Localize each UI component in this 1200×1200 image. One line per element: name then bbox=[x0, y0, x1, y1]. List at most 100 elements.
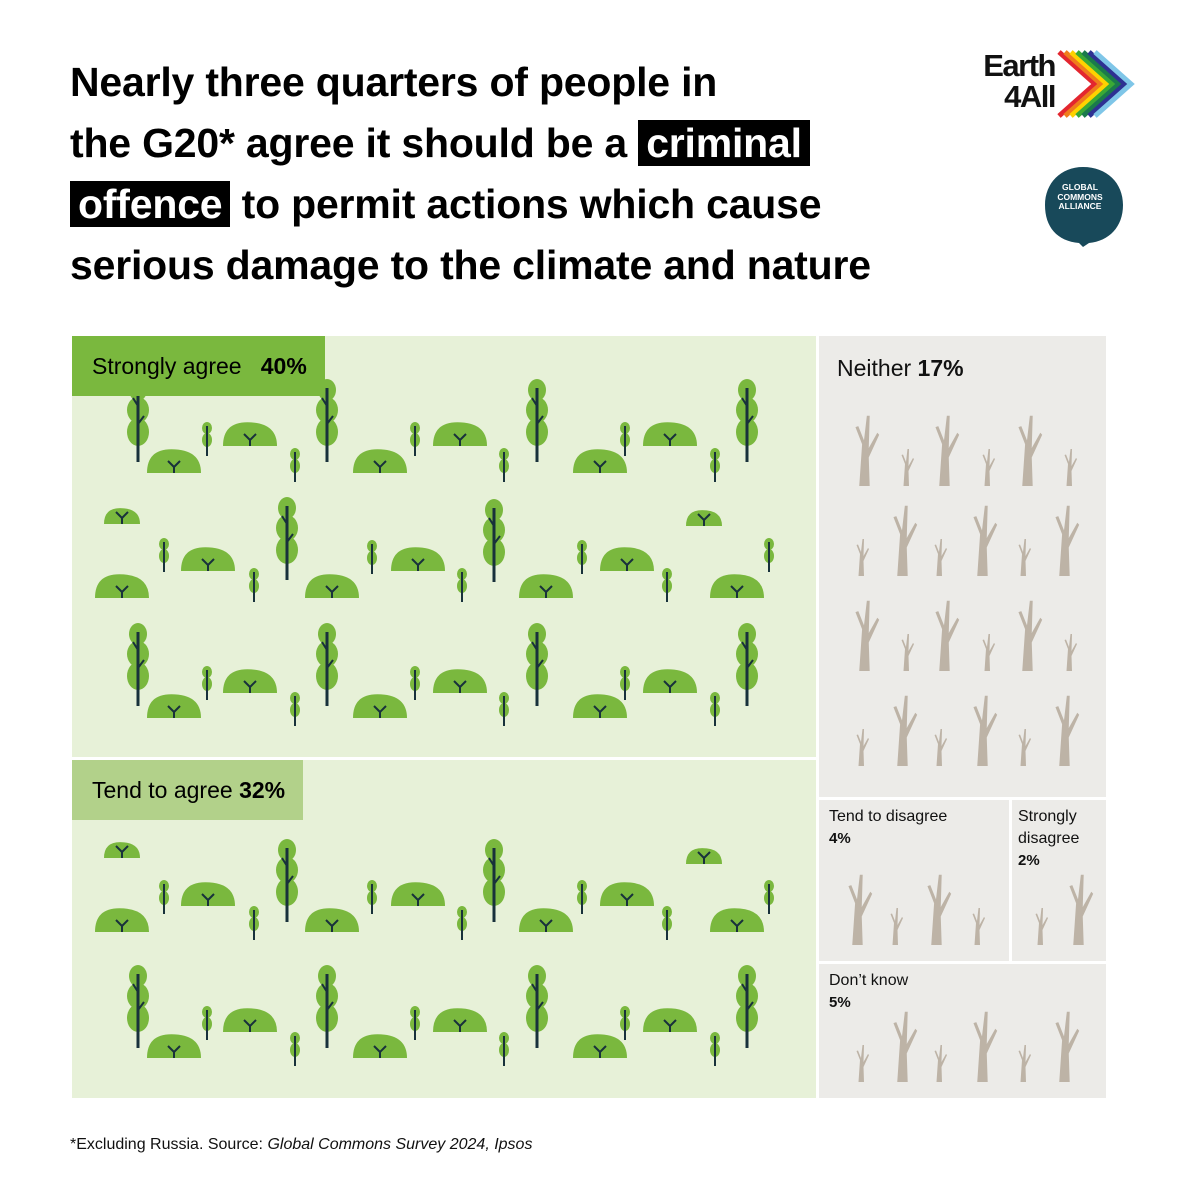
global-commons-alliance-logo: GLOBAL COMMONS ALLIANCE bbox=[1043, 165, 1125, 247]
sapling-mark bbox=[367, 880, 377, 914]
sapling-mark bbox=[202, 1006, 212, 1040]
bush-mark bbox=[573, 449, 627, 473]
sapling-mark bbox=[159, 538, 169, 572]
label-pct: 4% bbox=[829, 830, 851, 847]
dead-tree-mark bbox=[893, 695, 918, 766]
dead-tree-mark bbox=[927, 874, 952, 945]
bush-mark bbox=[305, 908, 359, 932]
bush-mark bbox=[519, 574, 573, 598]
label-name: Neither bbox=[837, 355, 912, 381]
dead-tree-mark bbox=[1018, 415, 1043, 486]
bush-mark bbox=[104, 842, 140, 858]
sapling-mark bbox=[290, 692, 300, 726]
arrow-stripe bbox=[1069, 50, 1111, 118]
footnote: *Excluding Russia. Source: Global Common… bbox=[70, 1136, 532, 1154]
bush-mark bbox=[223, 422, 277, 446]
bush-mark bbox=[223, 1008, 277, 1032]
bush-mark bbox=[710, 574, 764, 598]
label-strongly-agree: Strongly agree 40% bbox=[72, 336, 325, 396]
label-pct: 5% bbox=[829, 994, 851, 1011]
dead-tree-mark bbox=[1018, 539, 1031, 576]
headline-highlight-criminal: criminal bbox=[638, 120, 810, 166]
dead-tree-mark bbox=[972, 908, 985, 945]
label-dont-know: Don’t know 5% bbox=[829, 970, 908, 1014]
label-pct: 17% bbox=[917, 355, 964, 381]
bush-mark bbox=[95, 908, 149, 932]
bush-mark bbox=[147, 449, 201, 473]
tree-mark bbox=[316, 379, 338, 462]
sapling-mark bbox=[662, 568, 672, 602]
dead-tree-mark bbox=[973, 505, 998, 576]
headline: Nearly three quarters of people in the G… bbox=[70, 52, 970, 296]
tree-mark bbox=[736, 623, 758, 706]
bush-mark bbox=[223, 669, 277, 693]
dead-trees-illustration bbox=[848, 874, 985, 945]
tree-mark bbox=[736, 965, 758, 1048]
arrow-stripe bbox=[1087, 50, 1129, 118]
gca-word-alliance: ALLIANCE bbox=[1058, 201, 1102, 211]
tile-strongly-disagree: Strongly disagree 2% bbox=[1012, 800, 1106, 961]
sapling-mark bbox=[410, 1006, 420, 1040]
bush-mark bbox=[391, 547, 445, 571]
arrow-stripe bbox=[1063, 50, 1105, 118]
sapling-mark bbox=[710, 1032, 720, 1066]
tree-mark bbox=[483, 499, 505, 582]
sapling-mark bbox=[662, 906, 672, 940]
arrow-stripe bbox=[1081, 50, 1123, 118]
dead-tree-mark bbox=[934, 729, 947, 766]
bush-mark bbox=[686, 510, 722, 526]
tree-mark bbox=[526, 965, 548, 1048]
tile-strongly-agree: Strongly agree 40% bbox=[72, 336, 816, 757]
dead-tree-mark bbox=[901, 634, 914, 671]
dead-tree-mark bbox=[890, 908, 903, 945]
leaf-shape bbox=[1045, 167, 1123, 247]
arrow-stripe bbox=[1093, 50, 1135, 118]
bush-mark bbox=[573, 1034, 627, 1058]
bush-mark bbox=[181, 547, 235, 571]
label-name: Tend to agree bbox=[92, 777, 233, 803]
dead-tree-mark bbox=[1055, 1011, 1080, 1082]
sapling-mark bbox=[620, 422, 630, 456]
dead-trees-illustration bbox=[855, 415, 1080, 766]
sapling-mark bbox=[620, 666, 630, 700]
dead-tree-mark bbox=[1035, 908, 1048, 945]
bush-mark bbox=[353, 1034, 407, 1058]
headline-line-2: the G20* agree it should be a bbox=[70, 120, 627, 166]
bush-mark bbox=[519, 908, 573, 932]
rainbow-arrows-icon bbox=[1057, 50, 1135, 118]
tree-mark bbox=[127, 623, 149, 706]
bush-mark bbox=[600, 882, 654, 906]
sapling-mark bbox=[367, 540, 377, 574]
footnote-text: *Excluding Russia. Source: bbox=[70, 1136, 268, 1153]
bush-mark bbox=[710, 908, 764, 932]
bush-mark bbox=[600, 547, 654, 571]
label-tend-to-disagree: Tend to disagree 4% bbox=[829, 806, 947, 850]
tree-mark bbox=[316, 623, 338, 706]
bush-mark bbox=[181, 882, 235, 906]
sapling-mark bbox=[577, 880, 587, 914]
tile-tend-to-agree: Tend to agree 32% bbox=[72, 760, 816, 1098]
tree-mark bbox=[316, 965, 338, 1048]
arrow-stripe bbox=[1057, 50, 1099, 118]
dead-tree-mark bbox=[973, 695, 998, 766]
tile-dont-know: Don’t know 5% bbox=[819, 964, 1106, 1098]
dead-tree-mark bbox=[1018, 600, 1043, 671]
dead-tree-mark bbox=[1018, 729, 1031, 766]
healthy-trees-illustration bbox=[95, 379, 774, 726]
bush-mark bbox=[686, 848, 722, 864]
bush-mark bbox=[95, 574, 149, 598]
tree-mark bbox=[276, 839, 298, 922]
sapling-mark bbox=[202, 666, 212, 700]
dead-tree-mark bbox=[848, 874, 873, 945]
dead-tree-mark bbox=[901, 449, 914, 486]
label-tend-to-agree: Tend to agree 32% bbox=[72, 760, 304, 820]
dead-tree-mark bbox=[1018, 1045, 1031, 1082]
headline-highlight-offence: offence bbox=[70, 181, 231, 227]
sapling-mark bbox=[290, 448, 300, 482]
leaf-icon bbox=[1045, 167, 1123, 247]
dead-tree-mark bbox=[1069, 874, 1094, 945]
bush-mark bbox=[643, 669, 697, 693]
sapling-mark bbox=[764, 880, 774, 914]
dead-tree-mark bbox=[935, 415, 960, 486]
sapling-mark bbox=[159, 880, 169, 914]
